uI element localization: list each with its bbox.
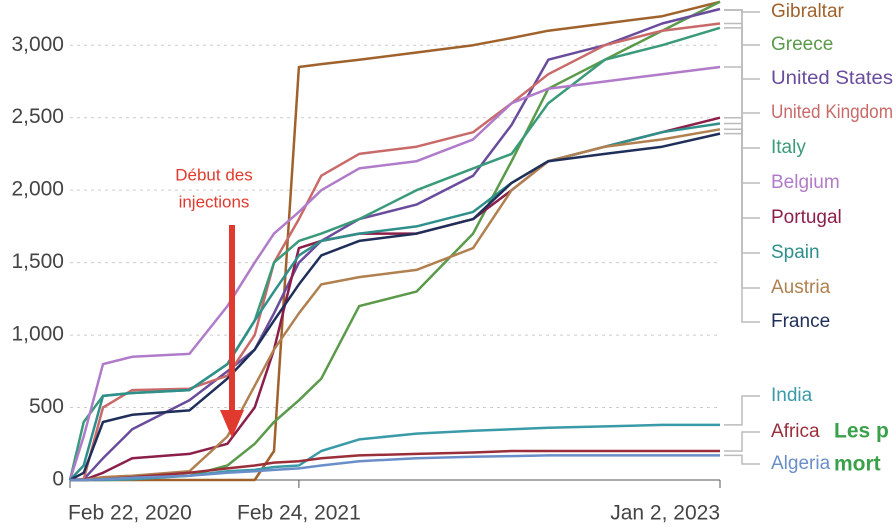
legend-label: Belgium <box>771 172 840 193</box>
series-line <box>69 7 721 482</box>
annotation: Début des <box>175 165 253 184</box>
legend-connector <box>724 431 760 452</box>
legend-label: Greece <box>771 34 833 55</box>
legend-label: United States <box>771 68 893 89</box>
series-line <box>70 0 721 482</box>
series-line <box>69 132 721 482</box>
annotation: injections <box>179 192 250 211</box>
x-tick-label: Feb 22, 2020 <box>68 502 192 525</box>
legend-label: France <box>771 311 830 332</box>
legend-label: Gibraltar <box>771 1 845 22</box>
x-tick-label: Feb 24, 2021 <box>237 502 361 525</box>
legend-label: Italy <box>771 137 806 158</box>
series-line <box>70 454 720 482</box>
y-tick-label: 3,000 <box>11 33 64 56</box>
legend-connector <box>724 454 760 465</box>
side-text: Les p <box>834 420 889 443</box>
series-line <box>70 128 721 482</box>
legend-label: Austria <box>771 277 831 298</box>
legend-label: India <box>771 385 813 406</box>
legend-connector <box>724 132 760 323</box>
y-tick-label: 500 <box>29 395 64 418</box>
y-tick-label: 0 <box>52 468 64 491</box>
arrow-head <box>220 410 244 438</box>
y-tick-label: 2,500 <box>11 105 64 128</box>
series-line <box>68 65 721 481</box>
x-tick-label: Jan 2, 2023 <box>610 502 720 525</box>
legend-label: Algeria <box>771 453 831 474</box>
y-tick-label: 2,000 <box>11 178 64 201</box>
legend-label: Portugal <box>771 207 842 228</box>
series-line <box>70 423 720 482</box>
legend-label: Africa <box>771 421 820 442</box>
side-text: mort <box>834 453 881 476</box>
y-tick-label: 1,500 <box>11 250 64 273</box>
series-line <box>70 0 721 482</box>
plot-lines <box>68 0 721 482</box>
legend-label: Spain <box>771 242 820 263</box>
y-tick-label: 1,000 <box>11 323 64 346</box>
legend-label: United Kingdom <box>771 102 893 123</box>
legend-connector <box>724 395 760 426</box>
